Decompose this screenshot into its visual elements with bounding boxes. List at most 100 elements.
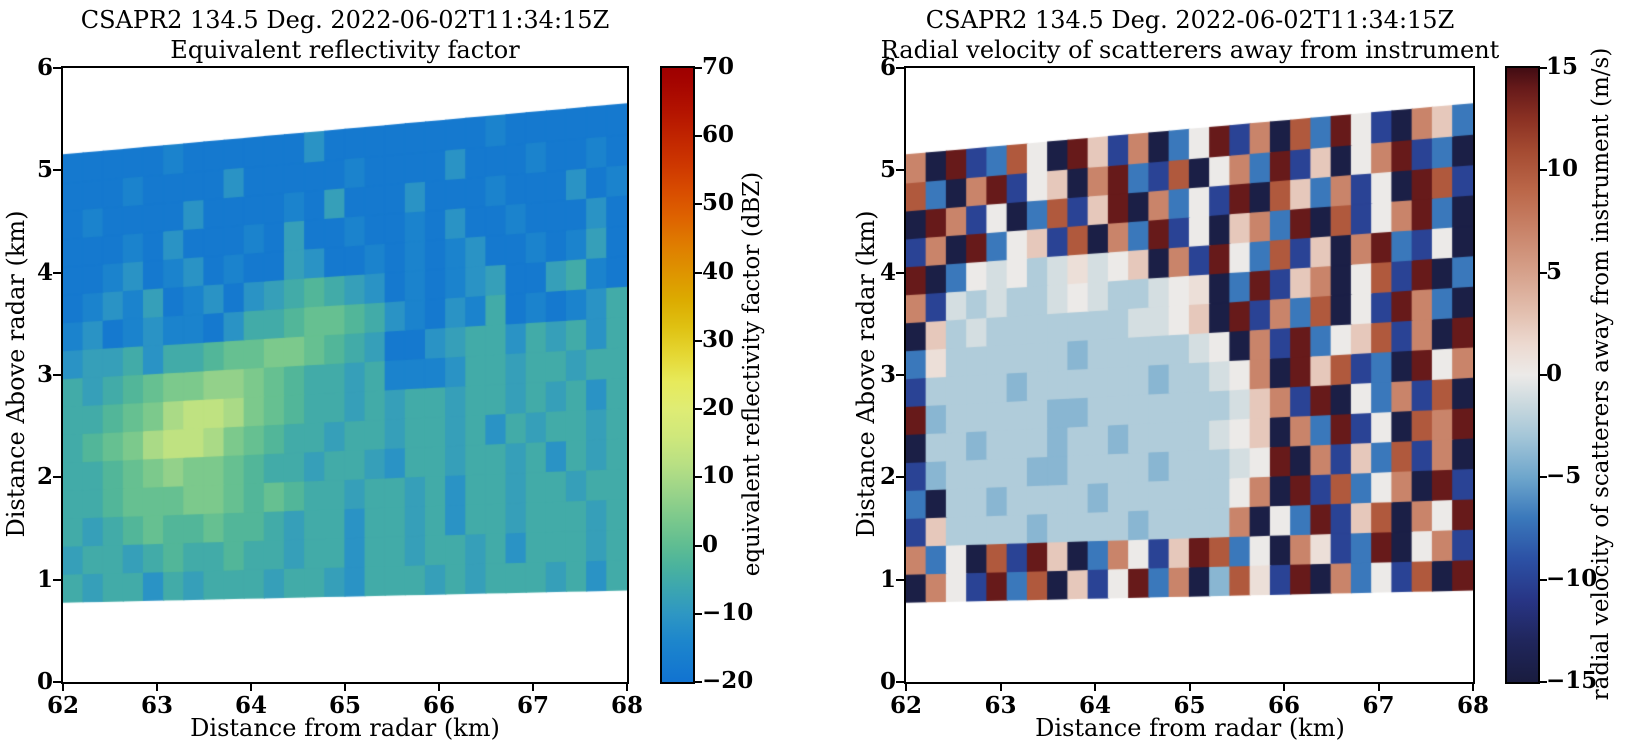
- colorbar-tick-label: 5: [1546, 257, 1563, 285]
- colorbar-tick-label: 10: [1546, 155, 1579, 183]
- x-tick-mark: [156, 684, 158, 691]
- colorbar-tick-label: 0: [702, 530, 719, 558]
- y-tick-mark: [53, 169, 61, 172]
- right-panel-subtitle: Radial velocity of scatterers away from …: [880, 36, 1500, 64]
- colorbar-tick-mark: [1540, 681, 1547, 683]
- x-tick-label: 66: [422, 692, 455, 719]
- x-tick-mark: [626, 684, 628, 691]
- left-panel-subtitle: Equivalent reflectivity factor: [170, 36, 520, 64]
- x-tick-label: 62: [889, 692, 922, 719]
- colorbar-tick-label: 60: [702, 121, 735, 149]
- y-tick-mark: [53, 578, 61, 581]
- left-panel-title: CSAPR2 134.5 Deg. 2022-06-02T11:34:15Z: [80, 6, 610, 34]
- y-tick-mark: [896, 681, 904, 683]
- colorbar-tick-label: 70: [702, 53, 735, 80]
- colorbar-tick-mark: [1540, 271, 1547, 274]
- colorbar-tick-mark: [695, 135, 702, 138]
- x-tick-mark: [1377, 684, 1380, 691]
- x-tick-mark: [999, 684, 1002, 691]
- y-tick-label: 3: [36, 361, 53, 388]
- colorbar-tick-label: 30: [702, 325, 735, 353]
- x-tick-label: 64: [234, 692, 267, 719]
- x-tick-mark: [250, 684, 252, 691]
- x-tick-mark: [532, 684, 534, 691]
- y-tick-label: 5: [36, 156, 53, 184]
- y-tick-label: 1: [36, 565, 53, 593]
- colorbar-tick-label: 15: [1546, 53, 1579, 80]
- x-tick-label: 68: [610, 692, 643, 719]
- colorbar-tick-label: 0: [1546, 360, 1563, 387]
- colorbar-tick-mark: [1540, 67, 1547, 69]
- colorbar-tick-mark: [695, 408, 702, 411]
- x-tick-label: 64: [1078, 692, 1111, 719]
- reflectivity-heatmap: [63, 68, 627, 682]
- y-tick-label: 1: [879, 565, 896, 593]
- y-tick-label: 6: [36, 54, 53, 81]
- x-tick-label: 63: [984, 692, 1017, 719]
- colorbar-tick-label: 10: [702, 462, 735, 490]
- right-panel-title: CSAPR2 134.5 Deg. 2022-06-02T11:34:15Z: [925, 6, 1455, 34]
- y-tick-mark: [53, 67, 61, 69]
- colorbar-tick-label: 40: [702, 257, 735, 285]
- x-tick-mark: [1472, 684, 1474, 691]
- x-tick-mark: [344, 684, 346, 691]
- colorbar-tick-label: 50: [702, 189, 735, 217]
- y-tick-mark: [53, 271, 61, 274]
- x-tick-mark: [438, 684, 440, 691]
- x-tick-mark: [905, 684, 907, 691]
- y-tick-mark: [896, 476, 904, 479]
- x-tick-label: 66: [1267, 692, 1300, 719]
- x-tick-label: 65: [1173, 692, 1206, 719]
- colorbar-tick-mark: [695, 339, 702, 342]
- velocity-heatmap: [906, 68, 1473, 682]
- y-tick-label: 0: [879, 668, 896, 695]
- y-tick-mark: [896, 271, 904, 274]
- colorbar-tick-label: −10: [702, 598, 754, 626]
- x-tick-label: 67: [1362, 692, 1395, 719]
- reflectivity-plot-area: [61, 66, 629, 684]
- x-tick-label: 67: [516, 692, 549, 719]
- colorbar-tick-label: 20: [702, 394, 735, 422]
- y-tick-mark: [53, 476, 61, 479]
- colorbar-tick-mark: [695, 67, 702, 69]
- colorbar-tick-label: −10: [1546, 564, 1598, 592]
- x-tick-label: 62: [46, 692, 79, 719]
- reflectivity-colorbar-label: equivalent reflectivity factor (dBZ): [739, 171, 765, 577]
- colorbar-tick-label: −20: [702, 667, 754, 694]
- y-tick-label: 5: [879, 156, 896, 184]
- colorbar-tick-mark: [695, 544, 702, 547]
- colorbar-tick-mark: [1540, 476, 1547, 479]
- x-tick-label: 68: [1456, 692, 1489, 719]
- x-tick-mark: [1094, 684, 1096, 691]
- x-tick-mark: [62, 684, 64, 691]
- colorbar-tick-mark: [695, 271, 702, 274]
- y-tick-mark: [896, 67, 904, 69]
- velocity-plot-area: [904, 66, 1475, 684]
- colorbar-tick-mark: [695, 612, 702, 615]
- x-tick-mark: [1188, 684, 1191, 691]
- y-tick-label: 4: [36, 258, 53, 286]
- right-xaxis-label: Distance from radar (km): [1035, 714, 1345, 742]
- colorbar-tick-mark: [695, 476, 702, 479]
- y-tick-label: 3: [879, 361, 896, 388]
- y-tick-label: 2: [879, 463, 896, 491]
- colorbar-tick-mark: [695, 203, 702, 206]
- y-tick-label: 6: [879, 54, 896, 81]
- left-xaxis-label: Distance from radar (km): [190, 714, 500, 742]
- x-tick-mark: [1283, 684, 1285, 691]
- colorbar-tick-label: −15: [1546, 667, 1598, 694]
- y-tick-mark: [896, 169, 904, 172]
- colorbar-tick-mark: [1540, 374, 1547, 376]
- colorbar-tick-mark: [1540, 578, 1547, 581]
- y-tick-label: 2: [36, 463, 53, 491]
- velocity-colorbar: [1505, 66, 1540, 684]
- y-tick-mark: [53, 681, 61, 683]
- x-tick-label: 63: [140, 692, 173, 719]
- colorbar-tick-mark: [1540, 169, 1547, 172]
- y-tick-mark: [896, 374, 904, 376]
- y-tick-label: 4: [879, 258, 896, 286]
- y-tick-mark: [53, 374, 61, 376]
- reflectivity-colorbar: [660, 66, 695, 684]
- y-tick-label: 0: [36, 668, 53, 695]
